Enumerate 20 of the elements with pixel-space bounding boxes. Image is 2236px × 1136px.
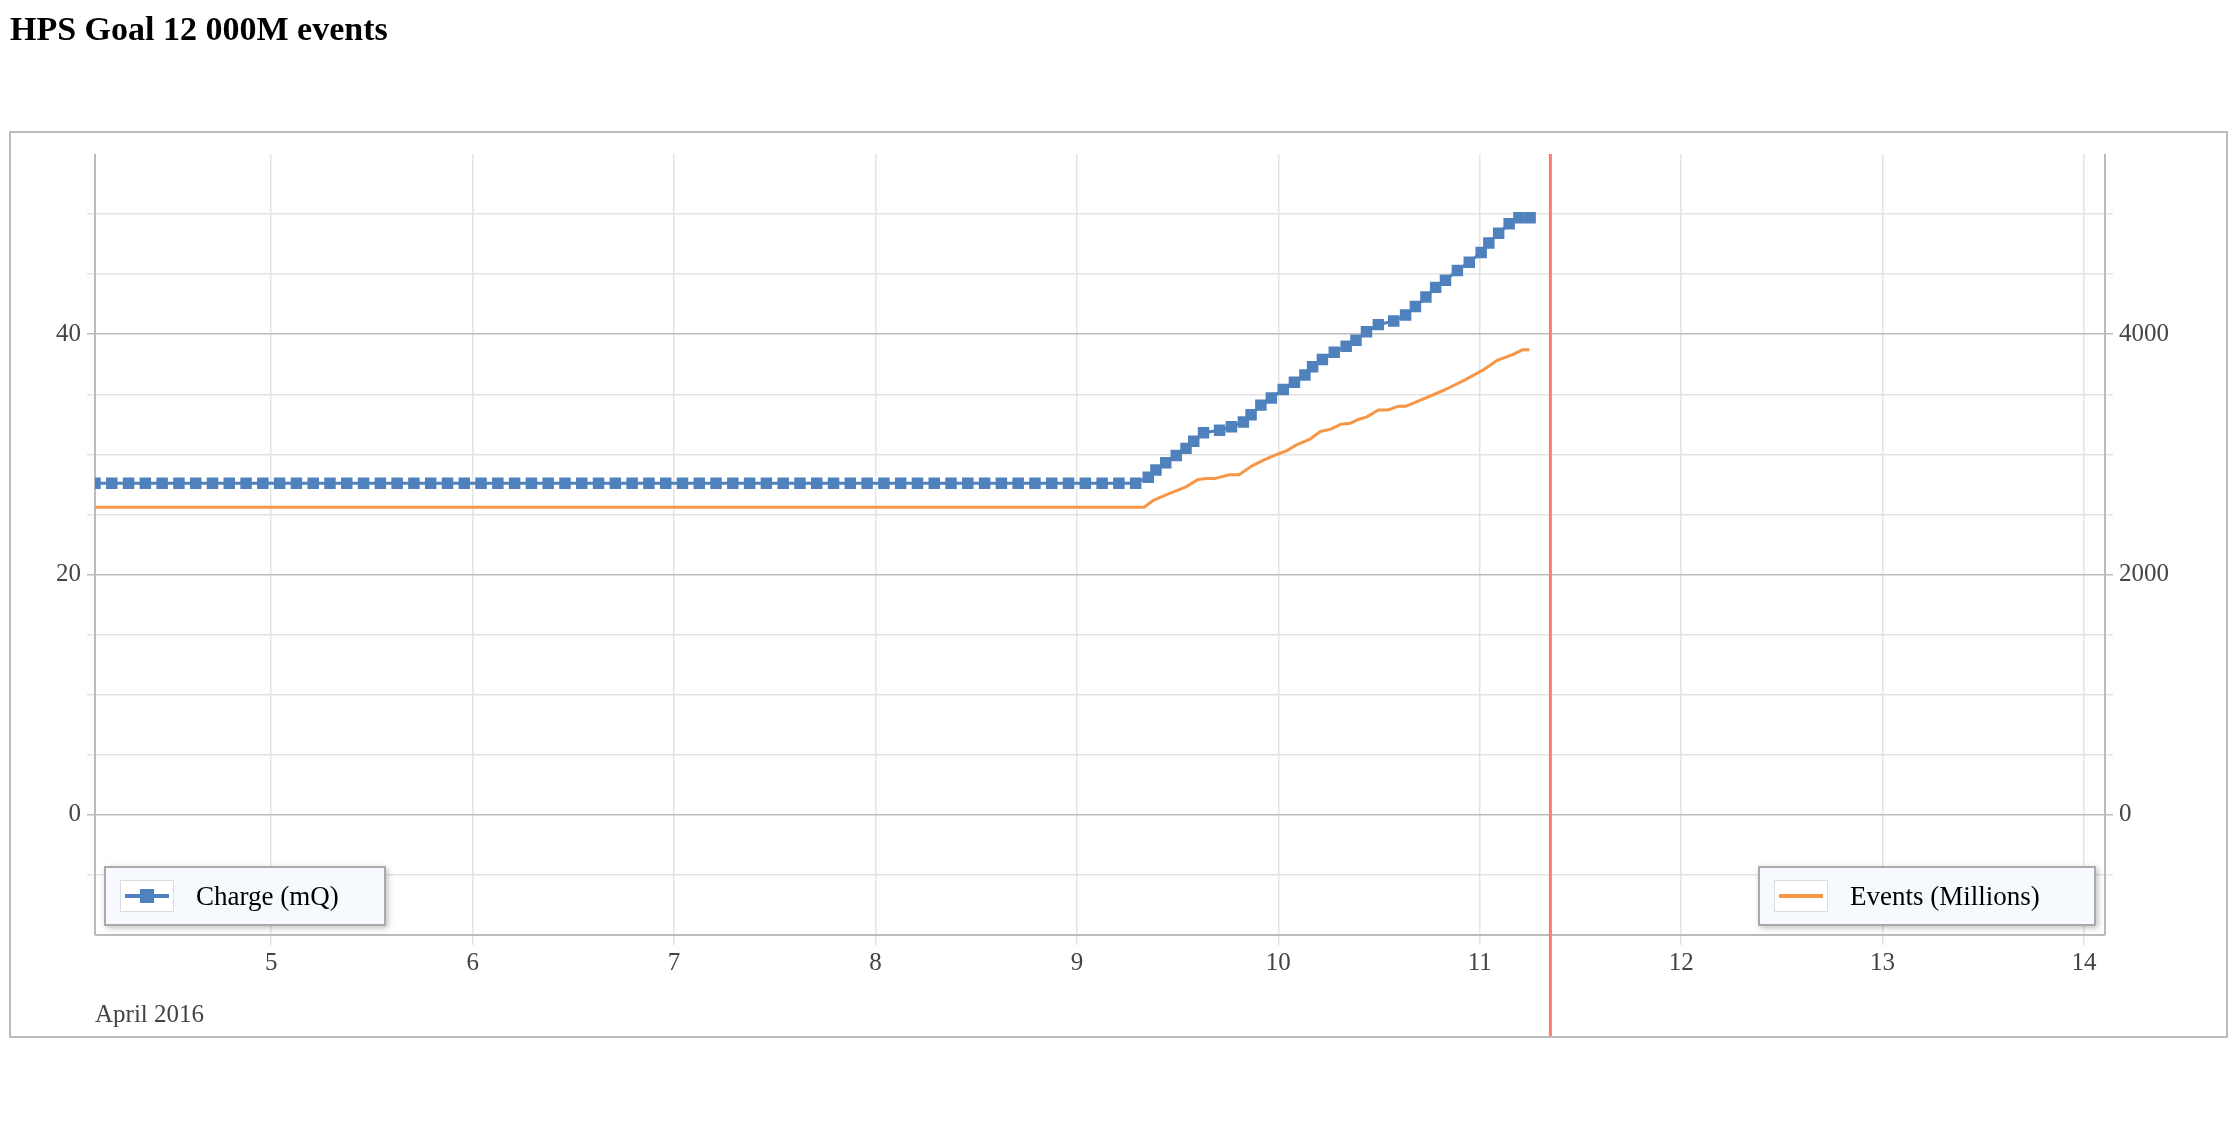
x-tick-label: 5 [264, 947, 278, 975]
x-tick-label: 9 [1070, 947, 1084, 975]
x-tick-label: 10 [1265, 947, 1291, 975]
x-tick-label: 14 [2071, 947, 2098, 975]
x-tick-label: 13 [1870, 947, 1896, 975]
x-tick-label: 7 [667, 947, 681, 975]
legend-label: Charge (mQ) [196, 880, 339, 912]
y-tick-label: 20 [56, 559, 81, 587]
x-tick-label: 12 [1668, 947, 1694, 975]
chart-title: HPS Goal 12 000M events [10, 10, 388, 48]
y2-tick-label: 4000 [2119, 318, 2169, 346]
y-tick-label: 0 [68, 799, 81, 827]
y-tick-label: 40 [56, 318, 81, 346]
x-axis-title: April 2016 [95, 999, 205, 1027]
x-tick-label: 11 [1467, 947, 1492, 975]
x-tick-label: 6 [466, 947, 479, 975]
y2-tick-label: 0 [2119, 799, 2132, 827]
x-tick-label: 8 [869, 947, 882, 975]
y2-tick-label: 2000 [2119, 559, 2169, 587]
legend-label: Events (Millions) [1850, 880, 2040, 912]
